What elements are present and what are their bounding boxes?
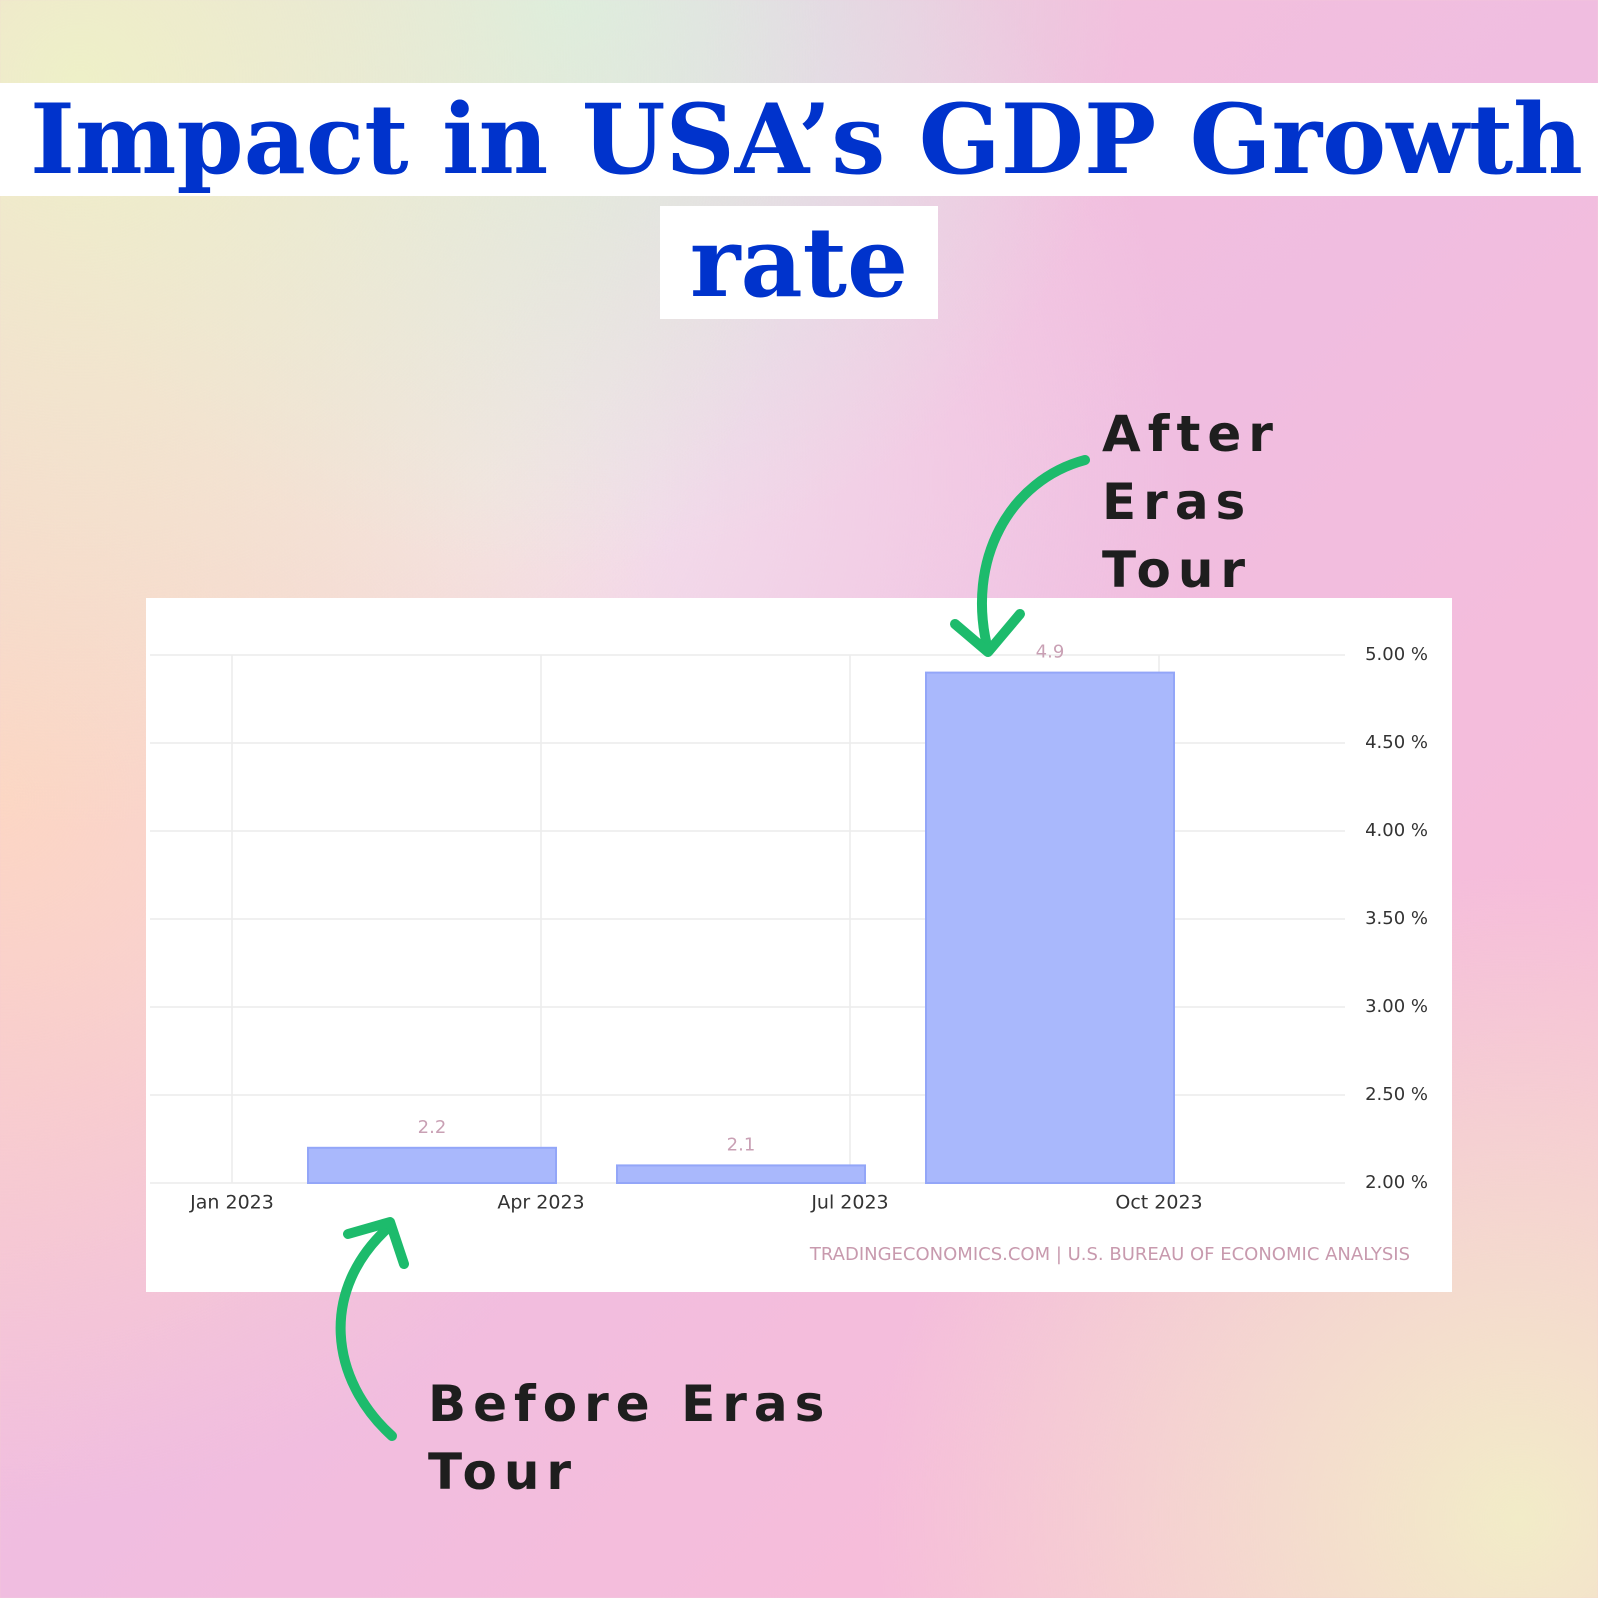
bar bbox=[307, 1146, 557, 1185]
x-tick-label: Apr 2023 bbox=[497, 1192, 584, 1214]
title: Impact in USA’s GDP Growth rate bbox=[0, 78, 1598, 324]
y-tick-label: 5.00 % bbox=[1365, 644, 1428, 665]
annotation: Before Eras Tour bbox=[428, 1375, 832, 1501]
arrow-head bbox=[950, 609, 1025, 657]
value-label: 2.1 bbox=[727, 1134, 756, 1155]
y-tick-label: 3.00 % bbox=[1365, 996, 1428, 1017]
title-text: Impact in USA’s GDP Growth rate bbox=[0, 83, 1598, 319]
y-tick-label: 4.00 % bbox=[1365, 820, 1428, 841]
y-tick-label: 4.50 % bbox=[1365, 732, 1428, 753]
annotation: After Eras Tour bbox=[1102, 405, 1280, 599]
value-label: 4.9 bbox=[1036, 642, 1065, 663]
chart-card bbox=[146, 598, 1452, 1292]
value-label: 2.2 bbox=[418, 1117, 447, 1138]
x-tick-label: Jan 2023 bbox=[189, 1192, 274, 1214]
arrow-head bbox=[343, 1217, 409, 1269]
source: TRADINGECONOMICS.COM | U.S. BUREAU OF EC… bbox=[809, 1244, 1410, 1265]
y-tick-label: 3.50 % bbox=[1365, 908, 1428, 929]
x-tick-label: Jul 2023 bbox=[810, 1192, 888, 1214]
x-tick-label: Oct 2023 bbox=[1115, 1192, 1202, 1214]
arrow bbox=[976, 455, 1090, 655]
y-tick-label: 2.00 % bbox=[1365, 1172, 1428, 1193]
arrow bbox=[335, 1221, 397, 1441]
bar bbox=[616, 1164, 866, 1185]
bar bbox=[925, 671, 1175, 1184]
y-tick-label: 2.50 % bbox=[1365, 1084, 1428, 1105]
